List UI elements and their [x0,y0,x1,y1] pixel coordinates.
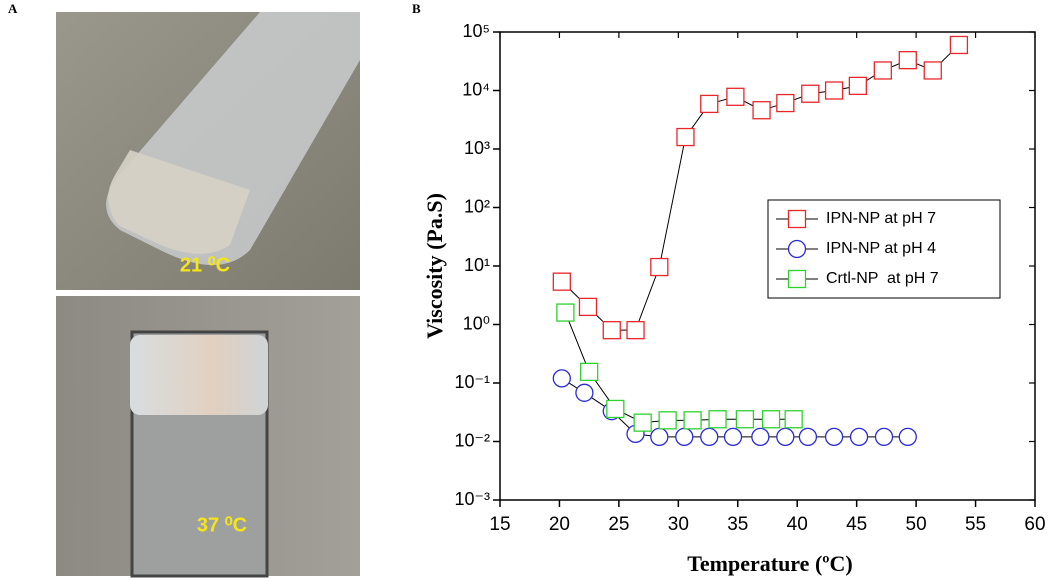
marker [848,76,868,96]
marker [578,297,598,317]
marker [776,93,795,113]
marker [949,35,969,55]
y-tick-label: 10¹ [464,255,490,275]
marker [824,81,844,100]
y-tick-label: 10⁴ [462,79,490,99]
y-axis-title: Viscosity (Pa.S) [422,193,447,339]
marker [602,321,621,340]
y-tick-label: 10⁵ [463,21,490,41]
marker [556,303,575,322]
x-tick-label: 25 [608,514,629,535]
series-line [564,312,794,424]
legend-marker [787,239,807,259]
x-tick-label: 20 [549,514,570,535]
x-tick-label: 15 [489,514,510,535]
marker [633,413,652,432]
marker [676,127,695,147]
marker [683,411,702,430]
legend-label: Crtl-NP at pH 7 [826,270,939,287]
y-tick-label: 10⁻³ [454,489,490,509]
marker [751,427,770,447]
marker [798,427,818,447]
photo-37c: 37 ⁰C [56,296,360,578]
marker [723,427,743,447]
marker [650,257,669,277]
marker [575,383,594,402]
marker [650,427,669,447]
marker [552,369,571,388]
marker [898,51,917,70]
x-axis-title: Temperature (ºC) [687,551,853,576]
marker [824,427,844,447]
marker [801,84,820,103]
marker [849,427,869,447]
y-tick-label: 10² [464,196,490,216]
marker [700,427,719,447]
photo-caption: 21 ⁰C [180,254,230,276]
legend-marker [787,269,807,289]
x-tick-label: 40 [787,514,808,535]
panel-label: B [412,1,421,16]
photo-21c: 21 ⁰C [56,12,360,290]
marker [726,87,745,106]
y-tick-label: 10⁻¹ [454,372,490,392]
marker [761,410,781,429]
x-tick-label: 30 [668,514,689,535]
marker [700,94,719,114]
marker [735,410,755,429]
marker [898,427,917,447]
marker [658,411,677,430]
marker [923,61,942,80]
legend-marker [787,209,807,229]
marker [606,399,625,419]
marker [708,410,727,429]
panel-label: A [8,1,18,16]
x-tick-label: 45 [846,514,867,535]
photo-caption: 37 ⁰C [197,514,247,536]
marker [874,427,894,447]
x-tick-label: 60 [1024,514,1045,535]
marker [752,101,771,120]
y-tick-label: 10³ [464,138,490,158]
legend-label: IPN-NP at pH 7 [826,210,936,227]
marker [626,321,645,340]
marker [873,61,892,80]
marker [776,427,795,447]
marker [784,410,803,429]
legend-label: IPN-NP at pH 4 [826,240,936,257]
y-tick-label: 10⁰ [463,313,490,333]
marker [580,362,599,382]
x-tick-label: 35 [727,514,748,535]
y-tick-label: 10⁻² [454,430,490,450]
marker [675,427,694,447]
x-tick-label: 55 [965,514,986,535]
marker [552,272,571,291]
x-tick-label: 50 [906,514,927,535]
